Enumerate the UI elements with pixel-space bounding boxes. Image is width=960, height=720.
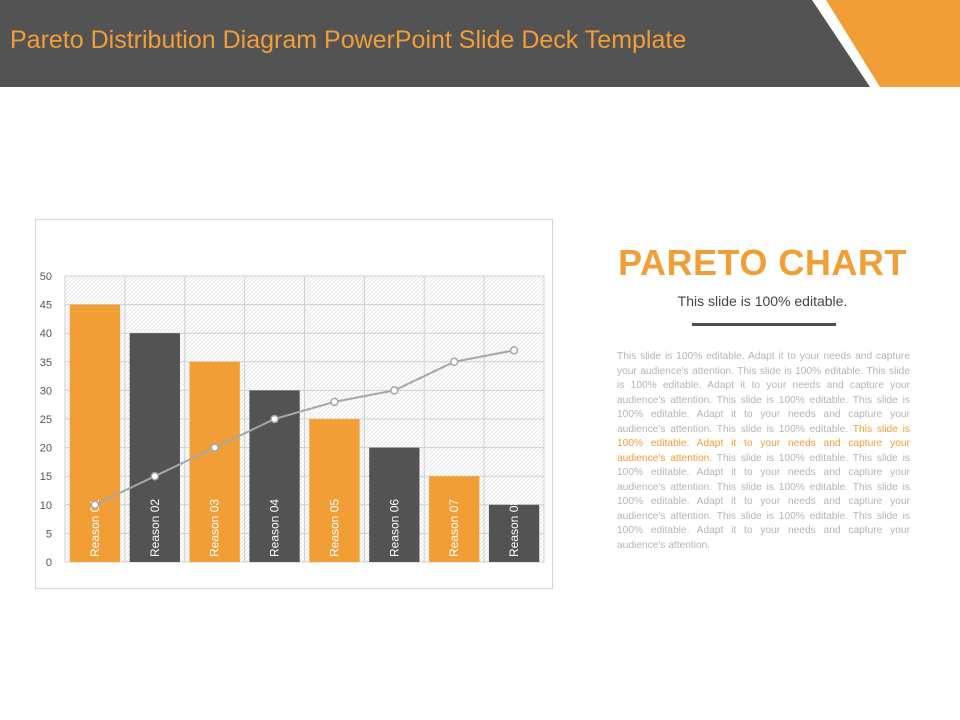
y-tick-label: 20 <box>40 443 52 455</box>
x-category-label: Reason 07 <box>447 499 461 557</box>
y-tick-label: 15 <box>40 471 52 483</box>
header-dark-band <box>0 0 870 87</box>
y-tick-label: 25 <box>40 414 52 426</box>
panel-subtitle: This slide is 100% editable. <box>677 293 848 309</box>
line-point <box>509 346 519 355</box>
x-category-label: Reason 01 <box>88 499 102 557</box>
y-tick-label: 50 <box>40 271 52 283</box>
y-tick-label: 45 <box>40 300 52 312</box>
y-tick-label: 0 <box>46 557 52 569</box>
bar <box>488 504 540 562</box>
header-accent-band <box>826 0 960 87</box>
panel-title: PARETO CHART <box>618 242 907 283</box>
bar <box>369 447 420 562</box>
x-category-label: Reason 08 <box>507 499 521 557</box>
x-category-label: Reason 06 <box>387 499 401 557</box>
series-line <box>94 349 515 506</box>
line-point <box>210 443 219 452</box>
slide-title: Pareto Distribution Diagram PowerPoint S… <box>10 26 687 54</box>
line-point <box>270 414 279 424</box>
x-category-label: Reason 05 <box>327 499 341 557</box>
line-point <box>449 357 459 367</box>
pareto-chart: 0 5 10 15 20 25 30 35 40 45 50 Reason 01 Reason 02 R… <box>40 271 545 569</box>
body-text-part: This slide is 100% editable. This slide … <box>617 452 910 551</box>
y-tick-label: 40 <box>40 328 52 340</box>
x-category-label: Reason 03 <box>208 499 222 557</box>
bar <box>69 304 121 562</box>
y-tick-label: 35 <box>40 357 52 369</box>
y-tick-label: 30 <box>40 385 52 397</box>
bar <box>129 333 180 562</box>
line-point <box>90 500 100 510</box>
bar <box>189 361 240 562</box>
line-point <box>150 471 160 481</box>
x-category-label: Reason 04 <box>268 499 282 557</box>
y-tick-label: 10 <box>40 500 52 512</box>
panel-body-text: This slide is 100% editable. Adapt it to… <box>617 350 910 553</box>
body-text-part: This slide is 100% editable. Adapt it to… <box>617 351 910 435</box>
bar <box>429 476 480 562</box>
panel-divider <box>692 323 836 326</box>
chart-frame: 0 5 10 15 20 25 30 35 40 45 50 Reason 01 Reason 02 R… <box>35 219 553 589</box>
line-point <box>390 386 399 395</box>
bar <box>309 419 360 562</box>
header-bar: Pareto Distribution Diagram PowerPoint S… <box>0 0 960 87</box>
x-category-label: Reason 02 <box>148 499 162 557</box>
y-tick-label: 5 <box>46 528 52 540</box>
line-point <box>330 397 339 407</box>
body-text-highlight: This slide is 100% editable. Adapt it to… <box>617 423 910 464</box>
header-shapes <box>0 0 960 87</box>
